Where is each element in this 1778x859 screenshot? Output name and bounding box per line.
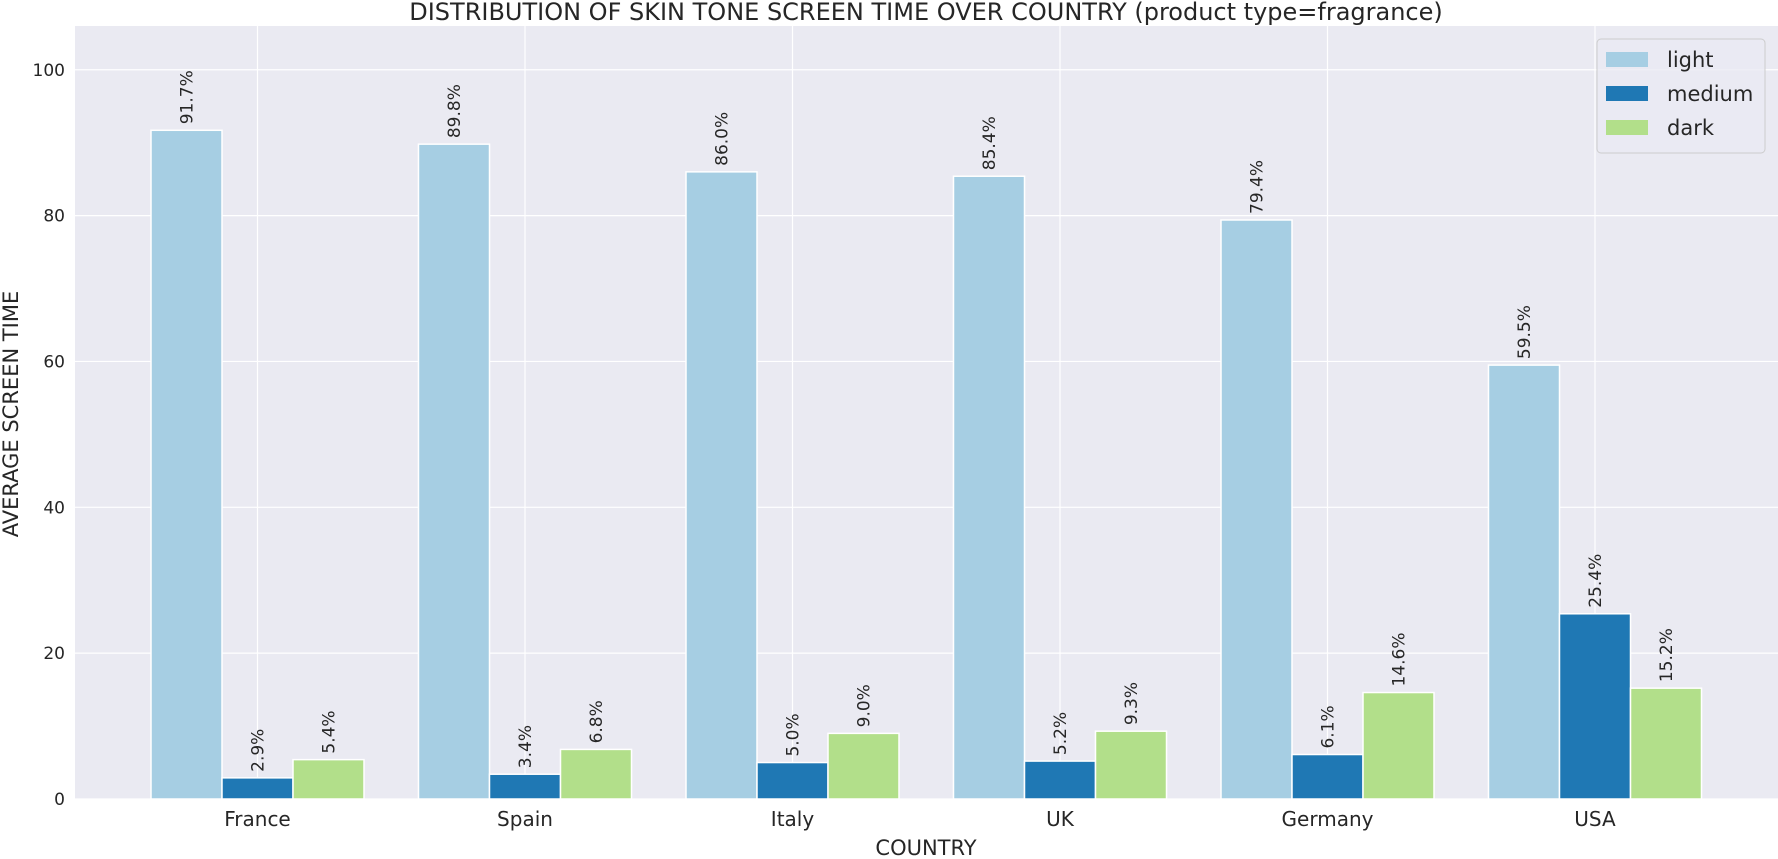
x-tick-label: Spain — [497, 807, 553, 831]
y-tick-label: 40 — [43, 498, 65, 518]
bar-value-label: 6.8% — [587, 700, 607, 743]
bar-dark — [1629, 687, 1703, 800]
bar-medium — [1023, 760, 1097, 800]
legend-swatch-medium — [1606, 86, 1648, 101]
bar-light — [1220, 219, 1293, 800]
bar-value-label: 2.9% — [249, 729, 269, 772]
bar-value-label: 3.4% — [516, 725, 536, 768]
x-tick-label: USA — [1574, 807, 1616, 831]
legend-swatch-dark — [1606, 120, 1648, 135]
bar-value-label: 15.2% — [1657, 628, 1677, 682]
bar-light — [417, 143, 491, 800]
legend-label-medium: medium — [1667, 82, 1753, 106]
grid — [75, 26, 1778, 800]
y-tick-label: 80 — [43, 207, 65, 227]
bar-dark — [1094, 730, 1168, 800]
x-axis-label: COUNTRY — [875, 836, 976, 859]
bar-value-label: 59.5% — [1515, 305, 1535, 359]
legend-swatch-light — [1606, 52, 1648, 67]
bar-value-label: 25.4% — [1586, 554, 1606, 608]
bar-dark — [292, 758, 365, 800]
bar-dark — [1362, 691, 1435, 800]
y-axis-label: AVERAGE SCREEN TIME — [0, 291, 23, 538]
y-tick-label: 0 — [54, 790, 65, 810]
bar-medium — [1291, 753, 1364, 800]
y-tick-label: 100 — [33, 61, 65, 81]
bar-dark — [559, 748, 633, 800]
x-tick-label: UK — [1046, 807, 1075, 831]
bar-value-label: 91.7% — [178, 70, 198, 124]
bar-value-label: 86.0% — [713, 112, 733, 166]
y-axis: 0 20 40 60 80 100 — [33, 61, 65, 810]
bar-value-label: 89.8% — [445, 84, 465, 138]
y-tick-label: 20 — [43, 644, 65, 664]
bar-value-label: 79.4% — [1248, 160, 1268, 214]
legend-label-dark: dark — [1667, 116, 1715, 140]
bar-light — [1487, 364, 1561, 800]
bar-light — [150, 129, 223, 800]
bar-medium — [488, 773, 562, 800]
bar-light — [685, 171, 758, 800]
bar-medium — [756, 761, 829, 800]
bar-light — [952, 175, 1026, 800]
bar-dark — [827, 732, 900, 800]
x-tick-label: Italy — [771, 807, 815, 831]
y-tick-label: 60 — [43, 352, 65, 372]
bar-value-label: 6.1% — [1319, 705, 1339, 748]
bar-value-label: 5.4% — [320, 710, 340, 753]
bar-medium — [221, 777, 294, 800]
bar-value-label: 14.6% — [1390, 633, 1410, 687]
legend: light medium dark — [1596, 38, 1766, 154]
legend-label-light: light — [1667, 48, 1714, 72]
x-tick-label: France — [224, 807, 291, 831]
bar-value-label: 5.0% — [784, 713, 804, 756]
bar-value-label: 5.2% — [1051, 712, 1071, 755]
chart-title: DISTRIBUTION OF SKIN TONE SCREEN TIME OV… — [409, 0, 1443, 26]
bars — [150, 129, 1703, 800]
x-axis: France Spain Italy UK Germany USA — [224, 807, 1616, 831]
bar-labels: 91.7% 89.8% 86.0% 85.4% 79.4% 59.5% 2.9% 3.4% 5.… — [178, 70, 1678, 772]
bar-value-label: 9.3% — [1122, 682, 1142, 725]
bar-medium — [1558, 613, 1632, 800]
x-tick-label: Germany — [1282, 807, 1374, 831]
bar-value-label: 9.0% — [855, 684, 875, 727]
bar-value-label: 85.4% — [980, 116, 1000, 170]
